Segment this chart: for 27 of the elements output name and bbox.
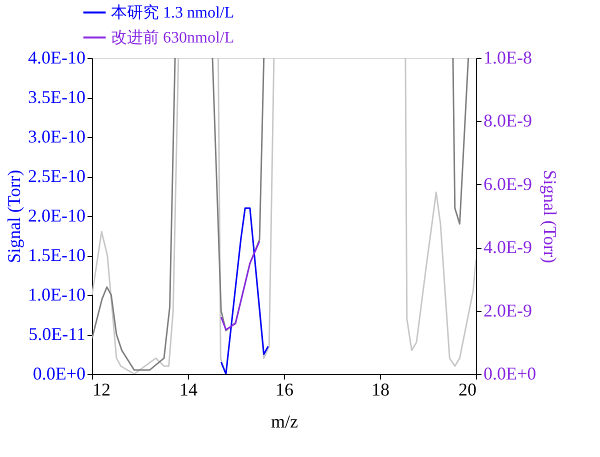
x-axis-title: m/z xyxy=(271,412,298,432)
x-tick-label: 18 xyxy=(372,380,390,400)
y-tick-label: 5.0E-11 xyxy=(28,324,86,344)
y-tick-label: 2.5E-10 xyxy=(28,166,86,186)
x-tick-label: 14 xyxy=(180,380,198,400)
x-tick-label: 12 xyxy=(92,380,110,400)
y2-tick-label: 0.0E+0 xyxy=(484,364,536,384)
y2-axis-title: Signal (Torr) xyxy=(540,170,560,264)
line-series xyxy=(220,207,269,374)
y2-tick-label: 2.0E-9 xyxy=(484,300,532,320)
y2-tick-label: 6.0E-9 xyxy=(484,174,532,194)
y-tick-label: 3.0E-10 xyxy=(28,126,86,146)
legend-label: 改进前 630nmol/L xyxy=(111,28,234,46)
x-tick-label: 20 xyxy=(458,380,476,400)
legend-label: 本研究 1.3 nmol/L xyxy=(111,4,234,22)
y-tick-label: 0.0E+0 xyxy=(32,364,86,384)
y-tick-label: 1.0E-10 xyxy=(28,284,86,304)
y-axis-title: Signal (Torr) xyxy=(4,170,24,264)
y-tick-label: 2.0E-10 xyxy=(28,206,86,226)
y2-tick-label: 1.0E-8 xyxy=(484,48,532,68)
y2-tick-label: 8.0E-9 xyxy=(484,110,532,131)
x-tick-label: 16 xyxy=(276,380,294,400)
line-series xyxy=(220,240,260,331)
y-tick-label: 1.5E-10 xyxy=(28,245,86,265)
y-tick-label: 3.5E-10 xyxy=(28,87,86,107)
y2-tick-label: 4.0E-9 xyxy=(484,237,532,258)
y-tick-label: 4.0E-10 xyxy=(28,48,86,68)
